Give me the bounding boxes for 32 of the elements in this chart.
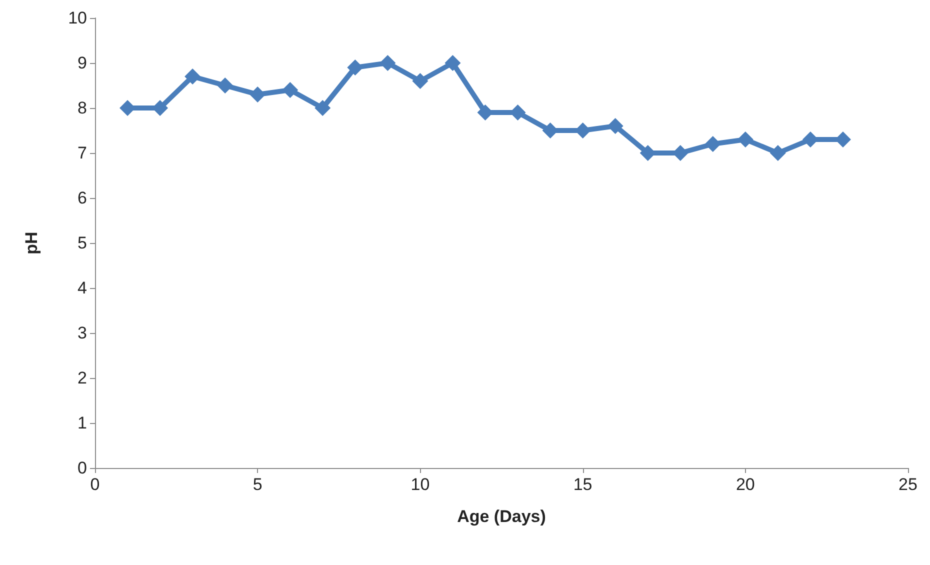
x-tick-label: 25 bbox=[898, 475, 918, 494]
y-tick-label: 9 bbox=[78, 54, 87, 72]
x-tick-label: 5 bbox=[252, 475, 262, 494]
point bbox=[217, 78, 234, 94]
point bbox=[607, 118, 624, 134]
x-tick-label: 10 bbox=[410, 475, 430, 494]
y-tick-label: 2 bbox=[78, 368, 87, 388]
point bbox=[184, 68, 201, 84]
y-tick-label: 10 bbox=[68, 8, 87, 28]
y-axis-title: pH bbox=[22, 232, 41, 254]
point bbox=[737, 132, 754, 148]
y-tick-label: 5 bbox=[78, 234, 87, 252]
point bbox=[770, 145, 786, 161]
x-tick-label: 20 bbox=[736, 475, 755, 494]
y-tick-label: 1 bbox=[78, 414, 87, 432]
y-tick-label: 0 bbox=[78, 458, 87, 478]
y-tick-label: 7 bbox=[78, 144, 87, 162]
point bbox=[314, 100, 331, 116]
x-tick-label: 15 bbox=[573, 475, 592, 494]
x-axis-title: Age (Days) bbox=[457, 507, 546, 526]
point bbox=[250, 86, 266, 102]
point bbox=[347, 60, 364, 76]
point bbox=[444, 55, 461, 71]
point bbox=[412, 73, 428, 89]
y-tick-label: 3 bbox=[78, 324, 87, 342]
x-tick-label: 0 bbox=[90, 475, 100, 494]
point bbox=[282, 82, 298, 98]
point bbox=[704, 136, 721, 152]
point bbox=[380, 55, 396, 71]
y-tick-label: 8 bbox=[78, 98, 87, 118]
y-tick-label: 6 bbox=[78, 188, 87, 208]
y-tick-label: 4 bbox=[78, 278, 87, 298]
